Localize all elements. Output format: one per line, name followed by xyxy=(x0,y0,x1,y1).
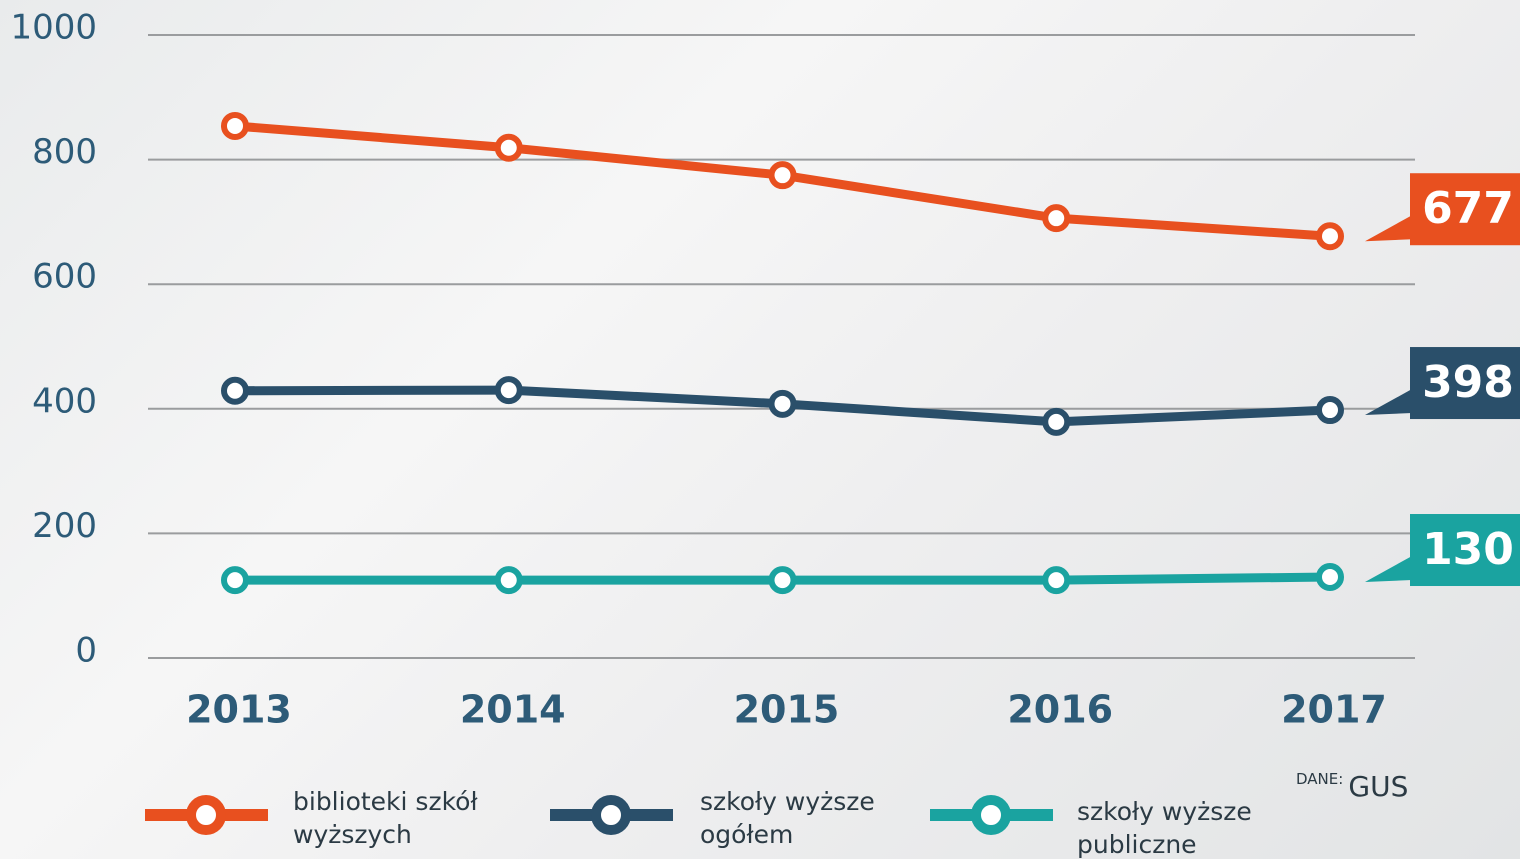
point xyxy=(1042,407,1071,436)
x-tick-label: 2013 xyxy=(186,688,292,732)
point xyxy=(1316,222,1344,251)
callout-box xyxy=(1410,173,1520,246)
point xyxy=(1316,396,1344,425)
callout-box xyxy=(1410,347,1520,420)
y-tick-label: 800 xyxy=(32,132,97,172)
point xyxy=(221,111,249,140)
legend-marker xyxy=(971,795,1011,835)
x-tick-label: 2016 xyxy=(1007,688,1113,732)
legend-marker xyxy=(186,795,226,835)
y-tick-label: 1000 xyxy=(10,8,97,48)
point xyxy=(494,566,523,595)
point xyxy=(1042,566,1071,595)
point xyxy=(494,376,523,405)
legend-marker xyxy=(591,795,631,835)
y-tick-label: 200 xyxy=(32,506,97,546)
legend-label: szkoły wyższe ogółem xyxy=(700,787,875,849)
point xyxy=(494,133,523,162)
callout-arrow xyxy=(1365,215,1412,242)
y-tick-label: 600 xyxy=(32,257,97,297)
value-label: 398 xyxy=(1422,357,1514,408)
point xyxy=(221,376,249,405)
point xyxy=(768,161,797,190)
y-tick-label: 400 xyxy=(32,381,97,421)
source: DANE: GUS xyxy=(1296,770,1408,803)
y-tick-label: 0 xyxy=(75,631,97,671)
x-tick-label: 2014 xyxy=(460,688,566,732)
legend-label: szkoły wyższe publiczne xyxy=(1077,797,1252,859)
point xyxy=(221,566,249,595)
source-label: DANE: xyxy=(1296,770,1344,788)
value-label: 677 xyxy=(1422,183,1514,234)
x-tick-label: 2015 xyxy=(734,688,840,732)
point xyxy=(768,389,797,418)
callout-arrow xyxy=(1365,389,1412,416)
x-tick-label: 2017 xyxy=(1281,688,1387,732)
source-text: GUS xyxy=(1348,770,1409,803)
legend-label: biblioteki szkół wyższych xyxy=(293,787,478,849)
point xyxy=(1042,204,1071,233)
callout-arrow xyxy=(1365,556,1412,583)
value-label: 130 xyxy=(1422,524,1514,575)
callout-box xyxy=(1410,514,1520,587)
point xyxy=(1316,563,1344,592)
point xyxy=(768,566,797,595)
